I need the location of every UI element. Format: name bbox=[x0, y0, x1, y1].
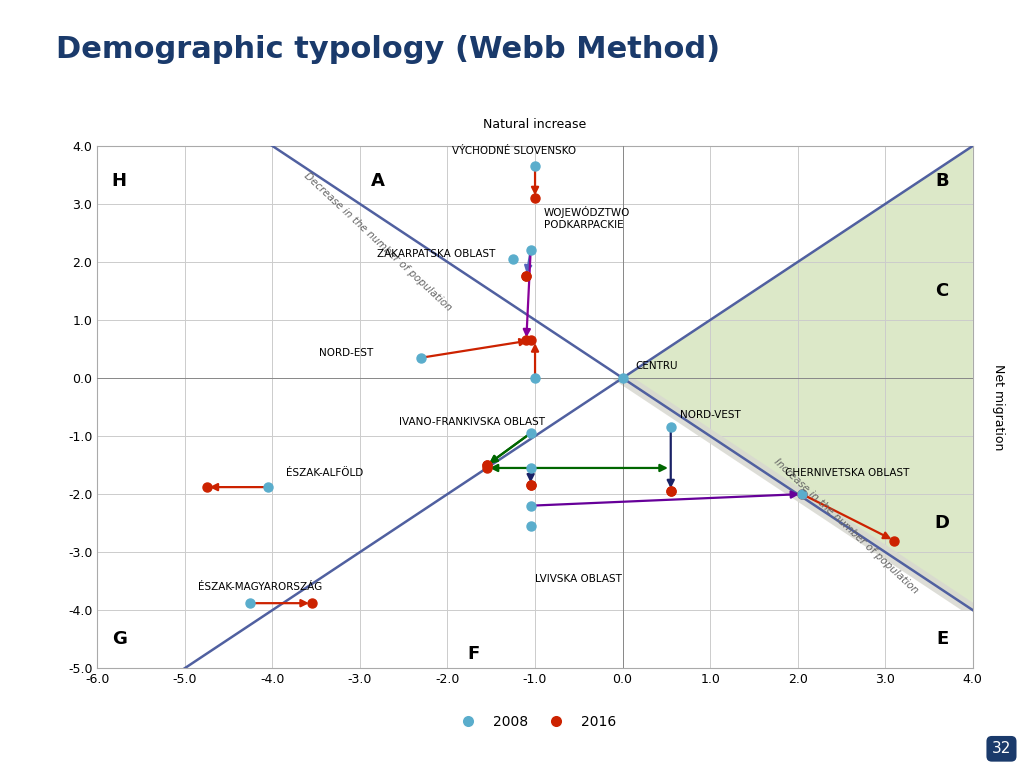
Text: H: H bbox=[112, 172, 127, 190]
Text: NORD-VEST: NORD-VEST bbox=[680, 410, 740, 420]
Text: LVIVSKA OBLAST: LVIVSKA OBLAST bbox=[536, 574, 623, 584]
Polygon shape bbox=[623, 146, 973, 610]
Text: F: F bbox=[468, 644, 480, 663]
Text: CHERNIVETSKA OBLAST: CHERNIVETSKA OBLAST bbox=[784, 468, 909, 478]
Text: CENTRU: CENTRU bbox=[636, 361, 678, 371]
Text: Increase in the number of population: Increase in the number of population bbox=[772, 456, 920, 595]
Polygon shape bbox=[184, 378, 973, 668]
Text: VÝCHODNÉ SLOVENSKO: VÝCHODNÉ SLOVENSKO bbox=[452, 147, 575, 157]
Text: Net migration: Net migration bbox=[992, 364, 1005, 450]
Text: ÉSZAK-ALFÖLD: ÉSZAK-ALFÖLD bbox=[286, 468, 362, 478]
Text: Natural increase: Natural increase bbox=[483, 118, 587, 131]
Text: 32: 32 bbox=[992, 741, 1011, 756]
Text: G: G bbox=[112, 631, 127, 648]
Legend: 2008, 2016: 2008, 2016 bbox=[449, 709, 622, 734]
Polygon shape bbox=[272, 146, 973, 378]
Text: E: E bbox=[936, 631, 948, 648]
Text: NORD-EST: NORD-EST bbox=[318, 348, 373, 358]
Text: WOJEWÓDZTWO
PODKARPACKIE: WOJEWÓDZTWO PODKARPACKIE bbox=[544, 207, 630, 230]
Text: C: C bbox=[936, 282, 949, 300]
Text: A: A bbox=[371, 172, 384, 190]
Text: IVANO-FRANKIVSKA OBLAST: IVANO-FRANKIVSKA OBLAST bbox=[399, 417, 546, 427]
Polygon shape bbox=[611, 378, 984, 610]
Text: B: B bbox=[935, 172, 949, 190]
Text: Decrease in the number of population: Decrease in the number of population bbox=[302, 170, 454, 313]
Text: Demographic typology (Webb Method): Demographic typology (Webb Method) bbox=[56, 35, 721, 64]
Text: ZAKARPATSKA OBLAST: ZAKARPATSKA OBLAST bbox=[378, 249, 496, 259]
Text: D: D bbox=[935, 514, 949, 532]
Text: ÉSZAK-MAGYARORSZÁG: ÉSZAK-MAGYARORSZÁG bbox=[198, 581, 323, 591]
